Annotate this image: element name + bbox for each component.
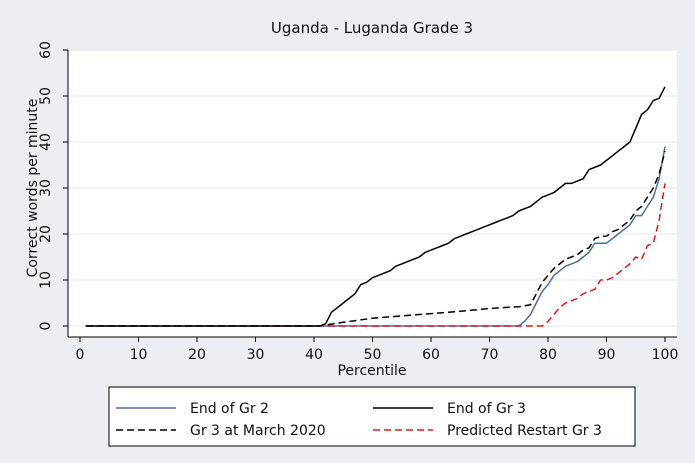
x-axis-title: Percentile bbox=[337, 363, 406, 379]
legend-label: End of Gr 3 bbox=[447, 401, 526, 417]
series-line-end-of-gr-2 bbox=[85, 146, 666, 327]
x-tick-label: 30 bbox=[247, 347, 265, 363]
series-layer bbox=[85, 86, 666, 327]
plot-area bbox=[68, 50, 677, 337]
x-tick-label: 70 bbox=[481, 347, 499, 363]
legend-box bbox=[108, 386, 636, 447]
series-line-gr-3-at-march-2020 bbox=[85, 151, 666, 327]
x-tick-label: 20 bbox=[188, 347, 206, 363]
series-line-predicted-restart-gr-3 bbox=[85, 183, 666, 327]
x-tick-label: 10 bbox=[130, 347, 148, 363]
axis-layer: 0 10 20 30 40 50 60 0 10 20 30 40 50 60 70 80 90 100 bbox=[38, 41, 678, 363]
y-tick-label: 30 bbox=[38, 179, 54, 197]
legend: End of Gr 2 End of Gr 3 Gr 3 at March 2020… bbox=[108, 386, 636, 447]
y-tick-label: 50 bbox=[38, 87, 54, 105]
y-tick-label: 40 bbox=[38, 133, 54, 151]
y-tick-label: 0 bbox=[38, 322, 54, 331]
x-tick-label: 90 bbox=[598, 347, 616, 363]
y-tick-label: 20 bbox=[38, 225, 54, 243]
x-tick-label: 50 bbox=[364, 347, 382, 363]
x-tick-label: 100 bbox=[652, 347, 679, 363]
x-tick-label: 0 bbox=[76, 347, 85, 363]
x-tick-label: 60 bbox=[422, 347, 440, 363]
y-tick-label: 10 bbox=[38, 271, 54, 289]
series-line-end-of-gr-3 bbox=[85, 86, 666, 327]
y-tick-label: 60 bbox=[38, 41, 54, 59]
legend-label: End of Gr 2 bbox=[190, 401, 269, 417]
chart-title: Uganda - Luganda Grade 3 bbox=[271, 19, 473, 37]
legend-label: Gr 3 at March 2020 bbox=[190, 423, 326, 439]
x-tick-label: 80 bbox=[539, 347, 557, 363]
legend-label: Predicted Restart Gr 3 bbox=[447, 423, 602, 439]
grid-layer bbox=[68, 49, 677, 327]
y-axis-title: Correct words per minute bbox=[25, 99, 41, 278]
x-tick-label: 40 bbox=[305, 347, 323, 363]
